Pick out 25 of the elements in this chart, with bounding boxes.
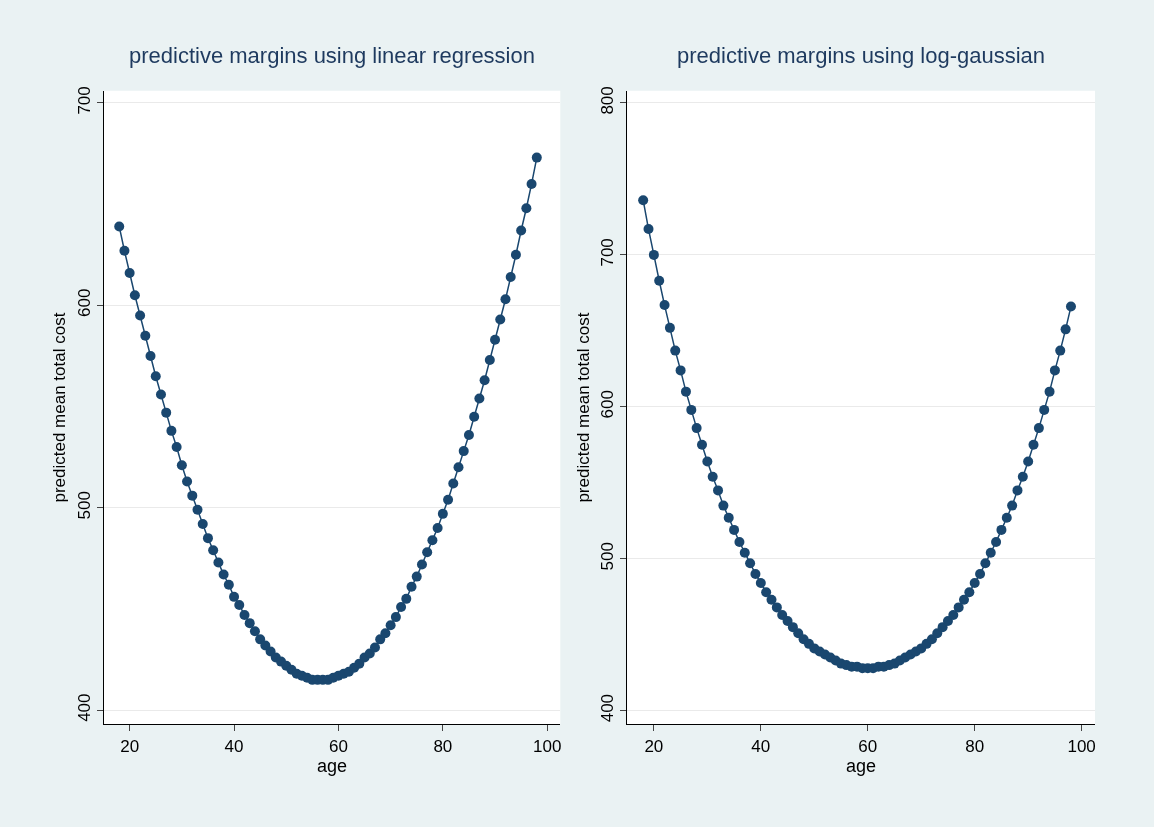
x-tick-label: 80	[965, 736, 985, 756]
x-axis-title: age	[316, 755, 347, 776]
y-tick-label: 400	[598, 693, 618, 723]
y-tick-label: 700	[74, 86, 94, 115]
x-tick-label: 100	[533, 736, 562, 756]
x-tick-label: 40	[224, 736, 244, 756]
x-tick-label: 40	[751, 736, 771, 756]
y-tick-label: 500	[598, 542, 618, 571]
x-tick-label: 20	[120, 736, 140, 756]
y-tick-label: 600	[598, 390, 618, 419]
y-tick-label: 500	[74, 491, 94, 520]
chart-title: predictive margins using log-gaussian	[677, 43, 1046, 68]
x-tick-label: 20	[644, 736, 664, 756]
x-axis-title: age	[846, 755, 877, 776]
y-tick-label: 600	[74, 288, 94, 318]
y-tick-label: 700	[598, 238, 618, 267]
x-tick-label: 60	[858, 736, 878, 756]
y-tick-label: 400	[74, 693, 94, 722]
x-tick-label: 60	[328, 736, 348, 756]
chart-title: predictive margins using linear regression	[129, 43, 535, 68]
y-tick-label: 800	[598, 86, 618, 115]
x-tick-label: 80	[433, 736, 453, 756]
y-axis-title: predicted mean total cost	[50, 312, 70, 503]
x-tick-label: 100	[1067, 736, 1096, 756]
y-axis-title: predicted mean total cost	[573, 312, 593, 503]
